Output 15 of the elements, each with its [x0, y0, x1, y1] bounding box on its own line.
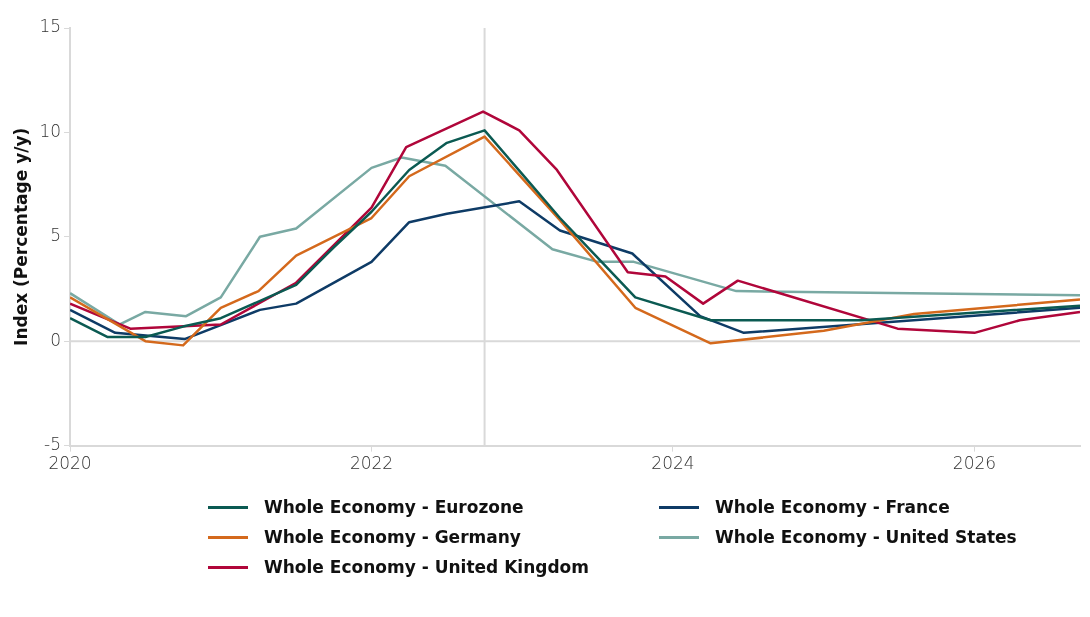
x-tick-label: 2024: [651, 453, 695, 474]
x-tick-label: 2026: [952, 453, 997, 474]
y-tick-label: 15: [39, 16, 62, 37]
y-tick-label: 5: [50, 225, 62, 246]
legend-label: Whole Economy - United States: [714, 527, 1017, 547]
legend-label: Whole Economy - United Kingdom: [264, 557, 589, 577]
x-tick-label: 2020: [48, 453, 92, 474]
legend-label: Whole Economy - France: [714, 497, 950, 517]
y-tick-label: -5: [44, 434, 62, 455]
legend-label: Whole Economy - Eurozone: [264, 497, 524, 517]
y-tick-label: 0: [50, 329, 62, 350]
y-tick-label: 10: [39, 120, 62, 141]
legend-label: Whole Economy - Germany: [264, 527, 521, 547]
y-axis-title: Index (Percentage y/y): [10, 127, 31, 346]
x-tick-label: 2022: [349, 453, 394, 474]
